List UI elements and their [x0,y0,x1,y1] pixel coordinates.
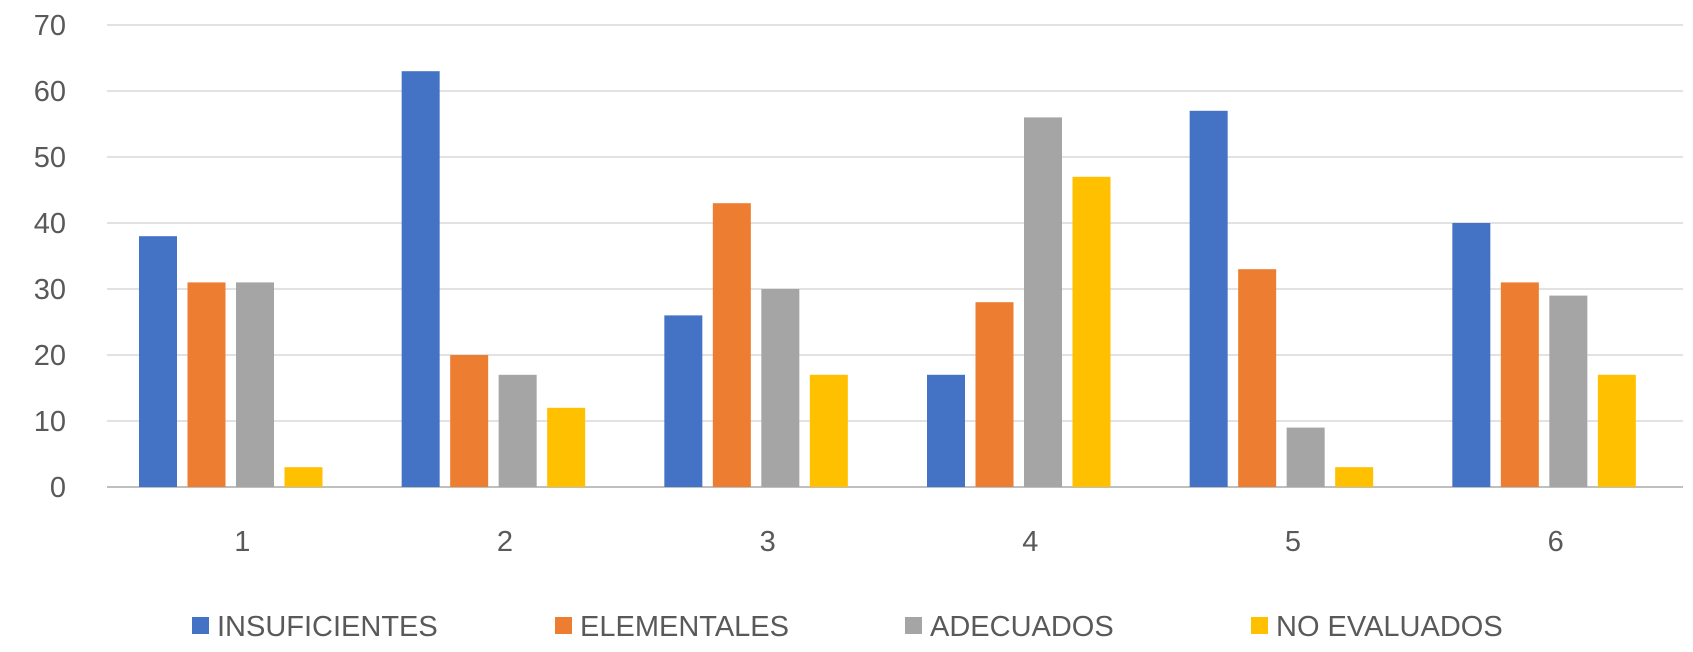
bar-no-evaluados-cat-1 [284,467,323,487]
x-tick-label: 3 [760,526,776,558]
legend-swatch [905,617,922,634]
legend-label: INSUFICIENTES [217,611,438,643]
x-tick-label: 1 [234,526,250,558]
legend-label: ADECUADOS [930,611,1114,643]
bar-elementales-cat-5 [1238,269,1277,487]
bar-no-evaluados-cat-3 [809,374,848,487]
legend-swatch [192,617,209,634]
bar-elementales-cat-3 [712,203,751,487]
legend: INSUFICIENTES ELEMENTALES ADECUADOS NO EVAL… [192,611,1503,643]
legend-item: ELEMENTALES [555,611,789,643]
x-axis: 1 2 3 4 5 6 [234,526,1563,558]
bar-elementales-cat-6 [1500,282,1539,487]
x-tick-label: 6 [1548,526,1564,558]
x-tick-label: 5 [1285,526,1301,558]
bar-elementales-cat-2 [450,355,489,487]
bar-insuficientes-cat-5 [1189,110,1228,488]
y-axis: 0 10 20 30 40 50 60 70 [34,10,66,504]
bar-adecuados-cat-6 [1549,295,1588,487]
legend-item: INSUFICIENTES [192,611,438,643]
legend-label: ELEMENTALES [580,611,789,643]
bar-no-evaluados-cat-6 [1597,374,1636,487]
legend-swatch [555,617,572,634]
bar-no-evaluados-cat-2 [547,407,586,487]
bar-no-evaluados-cat-5 [1335,467,1374,487]
legend-item: NO EVALUADOS [1251,611,1503,643]
y-tick-label: 0 [50,472,66,504]
x-tick-label: 4 [1022,526,1038,558]
legend-item: ADECUADOS [905,611,1114,643]
y-tick-label: 70 [34,10,66,42]
x-tick-label: 2 [497,526,513,558]
bar-insuficientes-cat-4 [927,374,965,487]
legend-swatch [1251,617,1268,634]
bar-insuficientes-cat-6 [1452,223,1491,487]
gridlines [107,24,1683,488]
y-tick-label: 50 [34,142,66,174]
bar-insuficientes-cat-3 [664,315,703,487]
bar-elementales-cat-4 [975,302,1014,487]
bar-adecuados-cat-4 [1024,117,1062,488]
bar-adecuados-cat-1 [236,282,274,487]
bar-insuficientes-cat-2 [401,71,440,487]
y-tick-label: 10 [34,406,66,438]
bar-adecuados-cat-5 [1286,427,1325,487]
bar-elementales-cat-1 [187,282,226,487]
y-tick-label: 20 [34,340,66,372]
legend-label: NO EVALUADOS [1276,611,1503,643]
bar-insuficientes-cat-1 [139,236,177,487]
y-tick-label: 30 [34,274,66,306]
y-tick-label: 40 [34,208,66,240]
bars [139,71,1636,488]
bar-no-evaluados-cat-4 [1072,176,1111,488]
bar-adecuados-cat-3 [761,289,800,487]
y-tick-label: 60 [34,76,66,108]
bar-adecuados-cat-2 [498,374,537,487]
